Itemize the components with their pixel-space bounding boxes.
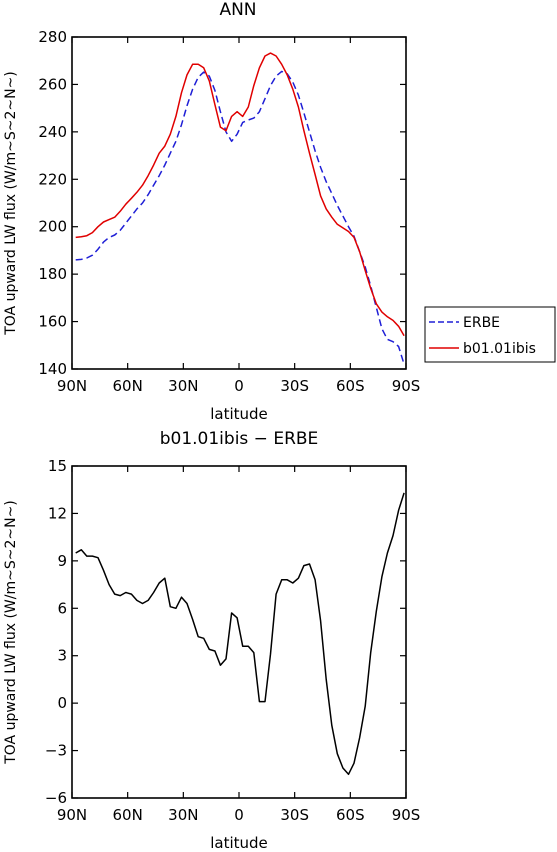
y-axis-label: TOA upward LW flux (W/m~S~2~N~) [3,71,19,336]
y-tick-label: 140 [38,360,67,378]
x-axis-label: latitude [210,834,268,852]
x-tick-label: 30S [280,377,309,395]
y-tick-label: 3 [57,647,67,665]
x-tick-label: 60N [113,377,143,395]
plot-frame [71,36,407,370]
x-tick-label: 30N [168,806,198,824]
y-tick-label: 12 [48,504,67,522]
plot-frame [71,465,407,799]
x-tick-label: 0 [234,806,244,824]
chart-title: ANN [219,0,256,20]
y-tick-label: 160 [38,313,67,331]
y-tick-label: 0 [57,694,67,712]
chart-title: b01.01ibis − ERBE [160,429,319,449]
series-line-difference [75,492,405,776]
x-tick-label: 30N [168,377,198,395]
x-tick-label: 0 [234,377,244,395]
y-tick-label: 9 [57,552,67,570]
y-tick-label: 180 [38,265,67,283]
x-tick-label: 30S [280,806,309,824]
x-tick-label: 60S [336,377,365,395]
y-tick-label: 200 [38,218,67,236]
x-tick-label: 90S [392,806,421,824]
x-tick-label: 90S [392,377,421,395]
y-tick-label: 240 [38,123,67,141]
x-axis-label: latitude [210,405,268,423]
chart-annual-flux: ANN 90N 60N 30N 0 30S 60S 90S 140 160 180 200 220 24… [3,0,556,423]
y-tick-label: 280 [38,28,67,46]
y-tick-label: 220 [38,170,67,188]
y-tick-label: 260 [38,75,67,93]
legend-box [424,306,556,363]
x-tick-label: 60S [336,806,365,824]
y-tick-label: −6 [45,789,67,807]
legend: ERBE b01.01ibis [424,306,556,363]
series-line-erbe [75,70,405,365]
legend-label-model: b01.01ibis [463,341,536,357]
y-tick-label: 6 [57,599,67,617]
x-tick-label: 90N [57,806,87,824]
y-axis-label: TOA upward LW flux (W/m~S~2~N~) [3,500,19,765]
y-tick-label: 15 [48,457,67,475]
x-tick-label: 90N [57,377,87,395]
x-tick-label: 60N [113,806,143,824]
y-tick-label: −3 [45,742,67,760]
chart-difference: b01.01ibis − ERBE 90N 60N 30N 0 30S 60S 90S −6 −… [3,429,420,852]
legend-label-erbe: ERBE [463,315,500,331]
series-line-b01-01ibis [75,52,405,337]
